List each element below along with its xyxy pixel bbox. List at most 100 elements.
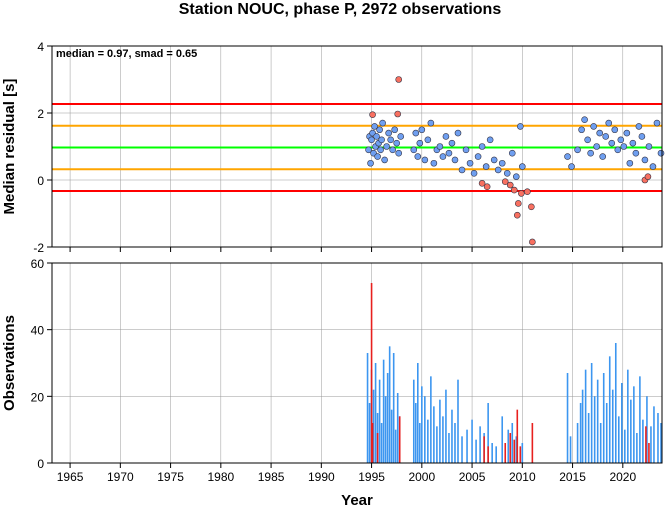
point (587, 149, 594, 157)
point (377, 146, 384, 154)
point (387, 136, 394, 144)
bar (569, 436, 572, 463)
point (430, 159, 438, 167)
bar (394, 429, 397, 463)
y-tick-label: 40 (31, 324, 45, 338)
point (369, 111, 376, 118)
point (439, 153, 447, 160)
point (395, 149, 403, 157)
point (458, 166, 466, 174)
x-axis-label: Year (341, 492, 373, 509)
bar (639, 376, 641, 463)
point (494, 166, 502, 174)
point (632, 149, 640, 157)
point (501, 178, 509, 185)
bar (630, 399, 632, 463)
point (529, 238, 536, 246)
bar (611, 389, 614, 463)
point (486, 136, 494, 144)
bar (627, 369, 629, 463)
point (454, 129, 462, 137)
point (626, 159, 634, 167)
bar (605, 403, 608, 463)
point (653, 119, 661, 127)
point (513, 211, 521, 219)
point (629, 139, 637, 147)
point (371, 123, 378, 130)
y-axis-label: Median residual [s] (1, 79, 18, 215)
x-tick-label: 1980 (207, 470, 234, 484)
x-tick-label: 1990 (308, 470, 335, 484)
bar (370, 283, 373, 463)
point (617, 136, 625, 144)
bar (621, 383, 623, 463)
point (389, 146, 396, 154)
point (574, 146, 581, 154)
point (410, 146, 418, 154)
point (373, 133, 380, 140)
bar (461, 436, 463, 463)
point (365, 146, 372, 154)
point (416, 139, 424, 147)
point (448, 139, 456, 147)
point (518, 190, 525, 197)
x-tick-label: 1975 (157, 470, 184, 484)
bar (368, 403, 371, 463)
point (568, 163, 575, 170)
bar (439, 399, 441, 463)
bar (433, 406, 435, 463)
point (657, 149, 665, 157)
bar (479, 426, 481, 463)
y-axis-label: Observations (1, 315, 18, 411)
x-tick-label: 2015 (559, 470, 586, 484)
bar (593, 396, 596, 463)
annotation: median = 0.97, smad = 0.65 (56, 48, 197, 60)
bar (596, 379, 599, 463)
bar (614, 343, 617, 463)
point (424, 136, 432, 144)
point (519, 163, 526, 170)
point (510, 186, 518, 194)
bar (427, 419, 429, 463)
y-tick-label: 4 (37, 40, 44, 54)
point (644, 173, 652, 180)
bar (416, 363, 419, 463)
point (599, 153, 607, 160)
x-tick-label: 1965 (57, 470, 84, 484)
point (482, 163, 490, 170)
point (483, 183, 491, 190)
bar (617, 416, 620, 463)
point (581, 116, 588, 123)
bar (376, 433, 379, 463)
bar (624, 429, 626, 463)
point (620, 143, 628, 150)
y-tick-label: 2 (37, 107, 44, 121)
bar (504, 443, 507, 463)
bar (454, 423, 456, 463)
bar (660, 423, 662, 463)
point (383, 143, 390, 150)
bar (581, 389, 584, 463)
point (638, 133, 646, 140)
point (528, 203, 535, 211)
point (436, 143, 444, 150)
point (418, 126, 426, 134)
bar (371, 423, 374, 463)
bar (412, 379, 415, 463)
bar (509, 433, 512, 463)
bar (442, 416, 444, 463)
bar (380, 423, 383, 463)
point (394, 110, 402, 118)
point (451, 156, 459, 164)
point (498, 159, 506, 167)
point (649, 163, 657, 170)
bar (642, 419, 644, 463)
bar (645, 426, 647, 463)
bar (657, 413, 659, 463)
y-tick-label: 60 (31, 257, 45, 271)
bar (366, 353, 369, 463)
bar (424, 396, 426, 463)
bar (501, 416, 504, 463)
point (564, 153, 571, 160)
bar (483, 436, 485, 463)
